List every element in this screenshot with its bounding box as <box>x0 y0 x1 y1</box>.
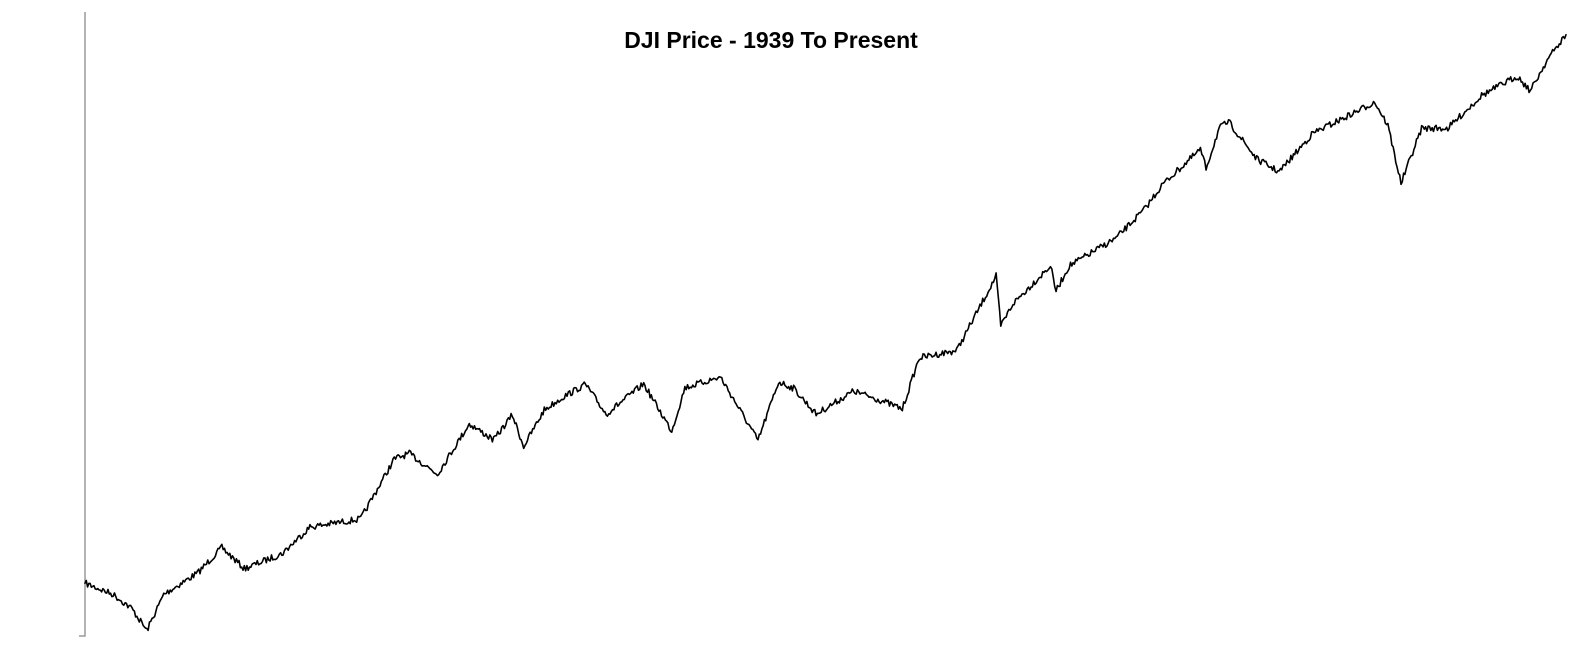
dji-price-line <box>84 33 1567 632</box>
chart-title: DJI Price - 1939 To Present <box>624 27 918 53</box>
y-axis-line <box>79 12 86 637</box>
chart-axes <box>79 12 86 637</box>
plot-area <box>84 33 1567 632</box>
